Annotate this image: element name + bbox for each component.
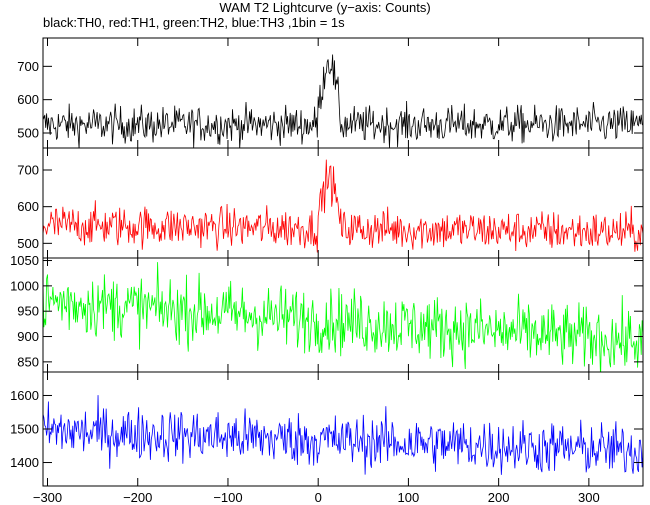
y-tick-label: 700 bbox=[17, 59, 39, 74]
x-tick-label: 0 bbox=[315, 490, 322, 505]
x-tick-label: 100 bbox=[398, 490, 420, 505]
series-line-th0 bbox=[43, 54, 643, 148]
x-tick-label: −100 bbox=[213, 490, 242, 505]
y-tick-label: 600 bbox=[17, 199, 39, 214]
y-tick-label: 850 bbox=[17, 354, 39, 369]
y-tick-label: 900 bbox=[17, 329, 39, 344]
y-tick-label: 1400 bbox=[10, 455, 39, 470]
x-tick-label: −300 bbox=[33, 490, 62, 505]
x-tick-label: 300 bbox=[578, 490, 600, 505]
y-tick-label: 1050 bbox=[10, 253, 39, 268]
x-tick-label: 200 bbox=[488, 490, 510, 505]
y-tick-label: 1500 bbox=[10, 422, 39, 437]
y-tick-label: 950 bbox=[17, 304, 39, 319]
x-tick-label: −200 bbox=[123, 490, 152, 505]
panel-frame-2 bbox=[42, 257, 644, 373]
y-tick-label: 1000 bbox=[10, 278, 39, 293]
y-tick-label: 500 bbox=[17, 236, 39, 251]
chart-subtitle: black:TH0, red:TH1, green:TH2, blue:TH3 … bbox=[43, 15, 345, 30]
panel-frame-1 bbox=[42, 147, 644, 259]
series-line-th3 bbox=[43, 395, 643, 475]
chart-title: WAM T2 Lightcurve (y−axis: Counts) bbox=[219, 0, 431, 15]
series-line-th2 bbox=[43, 262, 643, 372]
y-tick-label: 700 bbox=[17, 163, 39, 178]
series-line-th1 bbox=[43, 159, 643, 253]
y-tick-label: 500 bbox=[17, 126, 39, 141]
y-tick-label: 1600 bbox=[10, 388, 39, 403]
y-tick-label: 600 bbox=[17, 92, 39, 107]
